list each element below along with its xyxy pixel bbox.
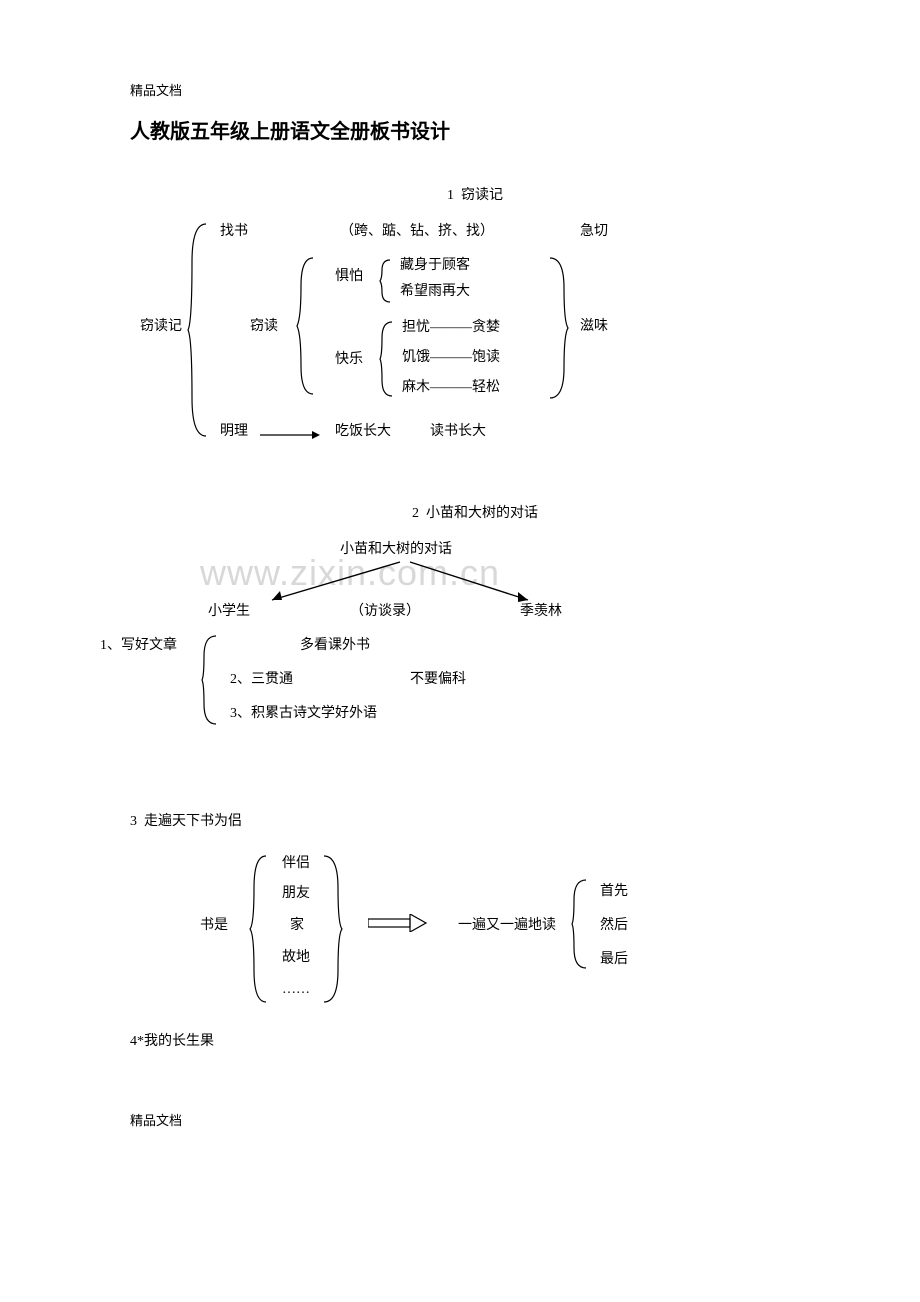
s3-i2: 朋友 <box>282 884 310 904</box>
s1-num: 1 <box>447 188 454 203</box>
s1-r3a: 明理 <box>220 422 248 442</box>
s1-r1c: 急切 <box>580 222 608 242</box>
brace-icon <box>186 222 210 438</box>
s2-diagram: www.zixin.com.cn 小苗和大树的对话 小学生 （访谈录） 季羡林 … <box>130 540 820 740</box>
s3-i1: 伴侣 <box>282 854 310 874</box>
s1-happy: 快乐 <box>335 350 363 370</box>
brace-icon <box>378 320 396 398</box>
s3-mid: 一遍又一遍地读 <box>458 916 556 936</box>
s2-li1a: 1、写好文章 <box>100 636 177 656</box>
hollow-arrow-icon <box>368 914 428 932</box>
s2-li2a: 2、三贯通 <box>230 670 293 690</box>
s1-r3b: 吃饭长大 <box>335 422 391 442</box>
s3-r1: 首先 <box>600 882 628 902</box>
s1-right: 滋味 <box>580 317 608 337</box>
s2-right: 季羡林 <box>520 602 562 622</box>
arrows-icon <box>260 558 540 608</box>
doc-title: 人教版五年级上册语文全册板书设计 <box>130 115 820 144</box>
arrow-right-icon <box>260 430 320 440</box>
s2-top: 小苗和大树的对话 <box>340 540 452 560</box>
brace-icon <box>378 258 394 304</box>
s2-title: 小苗和大树的对话 <box>426 506 538 521</box>
s2-li1b: 多看课外书 <box>300 636 370 656</box>
s1-h2: 饥饿———饱读 <box>402 348 500 368</box>
s3-num: 3 <box>130 814 137 829</box>
s1-mid: 窃读 <box>250 317 278 337</box>
brace-icon <box>248 854 270 1004</box>
s3-i3: 家 <box>290 916 304 936</box>
page-header: 精品文档 <box>130 80 820 99</box>
s3-r3: 最后 <box>600 950 628 970</box>
s1-title: 窃读记 <box>461 188 503 203</box>
s3-diagram: 书是 伴侣 朋友 家 故地 …… 一遍又一遍地读 首先 然后 最后 <box>200 854 820 1014</box>
s2-left: 小学生 <box>208 602 250 622</box>
s1-fear2: 希望雨再大 <box>400 282 470 302</box>
s3-r2: 然后 <box>600 916 628 936</box>
s3-i4: 故地 <box>282 948 310 968</box>
s1-diagram: 窃读记 找书 （跨、踮、钻、挤、找） 急切 窃读 惧怕 藏身于顾客 希望雨再大 … <box>140 222 820 452</box>
s1-h3: 麻木———轻松 <box>402 378 500 398</box>
s3-title: 走遍天下书为侣 <box>144 814 242 829</box>
s2-num: 2 <box>412 506 419 521</box>
s2-li3: 3、积累古诗文学好外语 <box>230 704 377 724</box>
s3-heading: 3 走遍天下书为侣 <box>130 810 820 830</box>
s1-heading: 1 窃读记 <box>130 184 820 204</box>
s4-heading: 4*我的长生果 <box>130 1030 820 1050</box>
s3-root: 书是 <box>200 916 228 936</box>
s1-h1: 担忧———贪婪 <box>402 318 500 338</box>
brace-icon <box>200 634 220 726</box>
page-footer: 精品文档 <box>130 1110 820 1129</box>
s2-heading: 2 小苗和大树的对话 <box>130 502 820 522</box>
s2-mid: （访谈录） <box>350 602 420 622</box>
s1-fear: 惧怕 <box>335 267 363 287</box>
s1-r3c: 读书长大 <box>430 422 486 442</box>
brace-icon <box>570 878 590 970</box>
s1-fear1: 藏身于顾客 <box>400 256 470 276</box>
brace-icon <box>295 256 317 396</box>
brace-icon <box>322 854 344 1004</box>
s2-li2b: 不要偏科 <box>410 670 466 690</box>
s1-r1b: （跨、踮、钻、挤、找） <box>340 222 494 242</box>
s3-i5: …… <box>282 980 310 1000</box>
s1-root: 窃读记 <box>140 317 182 337</box>
brace-icon <box>548 256 570 400</box>
s1-r1a: 找书 <box>220 222 248 242</box>
